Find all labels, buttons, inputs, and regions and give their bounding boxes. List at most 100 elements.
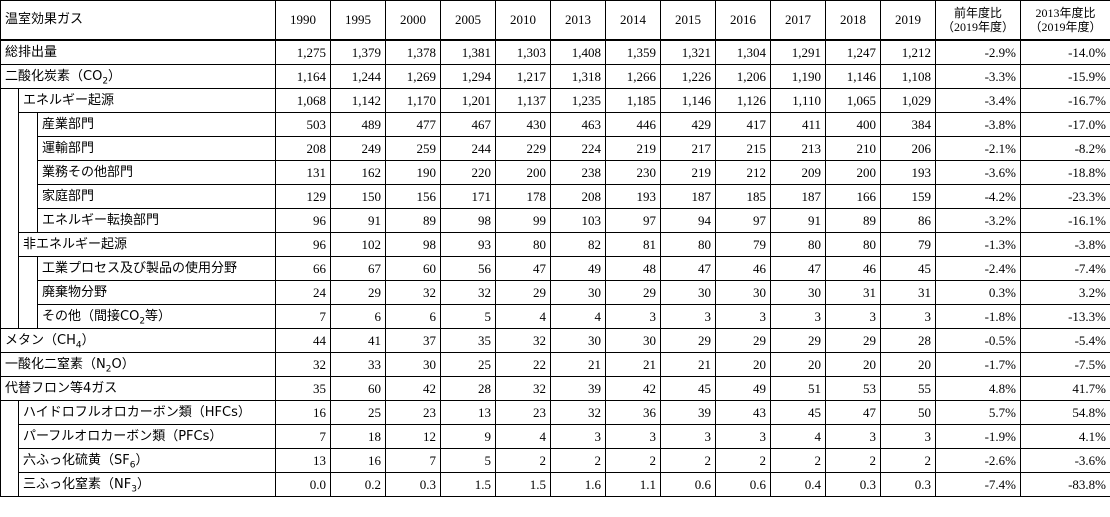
value-cell: 190 — [385, 160, 442, 185]
ratio-prev-cell: -2.9% — [935, 39, 1022, 65]
value-cell: 43 — [715, 400, 772, 425]
value-cell: 12 — [385, 424, 442, 449]
value-cell: 31 — [880, 280, 937, 305]
value-cell: 166 — [825, 184, 882, 209]
value-cell: 1,068 — [275, 88, 332, 113]
value-cell: 37 — [385, 328, 442, 353]
ratio-prev-cell: -1.3% — [935, 232, 1022, 257]
value-cell: 215 — [715, 136, 772, 161]
value-cell: 66 — [275, 256, 332, 281]
value-cell: 30 — [385, 352, 442, 377]
table-row: 運輸部門 208 249 259 244 229 224 219 217 215 213 210 206… — [0, 136, 1110, 161]
value-cell: 79 — [715, 232, 772, 257]
value-cell: 35 — [275, 376, 332, 401]
value-cell: 81 — [605, 232, 662, 257]
row-label: パーフルオロカーボン類（PFCs） — [17, 424, 277, 449]
row-label: 三ふっ化窒素（NF3） — [17, 472, 277, 497]
ratio-2013-header: 2013年度比 （2019年度） — [1020, 0, 1110, 41]
value-cell: 60 — [385, 256, 442, 281]
header-label: 温室効果ガス — [0, 0, 277, 41]
row-label: 工業プロセス及び製品の使用分野 — [36, 256, 277, 281]
value-cell: 32 — [550, 400, 607, 425]
value-cell: 3 — [715, 424, 772, 449]
value-cell: 2 — [825, 448, 882, 473]
value-cell: 1,247 — [825, 39, 882, 65]
value-cell: 24 — [275, 280, 332, 305]
value-cell: 30 — [605, 328, 662, 353]
row-label-text: O） — [111, 356, 135, 372]
value-cell: 46 — [825, 256, 882, 281]
table-row: ハイドロフルオロカーボン類（HFCs） 16 25 23 13 23 32 36 39 43 45 4… — [0, 400, 1110, 425]
indent-cell — [0, 184, 19, 209]
value-cell: 32 — [275, 352, 332, 377]
indent-cell — [0, 304, 19, 329]
row-label: 二酸化炭素（CO2） — [0, 64, 277, 89]
value-cell: 489 — [330, 112, 387, 137]
row-label-subscript: 4 — [75, 340, 82, 351]
value-cell: 244 — [440, 136, 497, 161]
value-cell: 35 — [440, 328, 497, 353]
value-cell: 30 — [715, 280, 772, 305]
table-row: 非エネルギー起源 96 102 98 93 80 82 81 80 79 80 80 79 -1.3% -3… — [0, 232, 1110, 257]
ratio-2013-cell: -18.8% — [1020, 160, 1110, 185]
value-cell: 229 — [495, 136, 552, 161]
ratio-prev-cell: -2.6% — [935, 448, 1022, 473]
table-row: パーフルオロカーボン類（PFCs） 7 18 12 9 4 3 3 3 3 4 3 3 -1.9% 4.1% — [0, 424, 1110, 449]
row-label-text: その他（間接CO — [42, 308, 140, 324]
value-cell: 220 — [440, 160, 497, 185]
value-cell: 3 — [550, 424, 607, 449]
value-cell: 97 — [605, 208, 662, 233]
indent-cell — [0, 88, 19, 113]
value-cell: 29 — [605, 280, 662, 305]
value-cell: 28 — [440, 376, 497, 401]
value-cell: 2 — [770, 448, 827, 473]
row-label: エネルギー転換部門 — [36, 208, 277, 233]
row-label-text: 三ふっ化窒素（NF — [23, 476, 132, 492]
ratio-prev-cell: -3.6% — [935, 160, 1022, 185]
value-cell: 238 — [550, 160, 607, 185]
value-cell: 1,190 — [770, 64, 827, 89]
value-cell: 1,291 — [770, 39, 827, 65]
value-cell: 1,137 — [495, 88, 552, 113]
value-cell: 0.0 — [275, 472, 332, 497]
value-cell: 150 — [330, 184, 387, 209]
value-cell: 1,206 — [715, 64, 772, 89]
value-cell: 400 — [825, 112, 882, 137]
value-cell: 42 — [605, 376, 662, 401]
row-label-subscript: 2 — [139, 316, 146, 327]
value-cell: 1,065 — [825, 88, 882, 113]
ratio-2013-cell: -15.9% — [1020, 64, 1110, 89]
value-cell: 18 — [330, 424, 387, 449]
value-cell: 219 — [660, 160, 717, 185]
value-cell: 51 — [770, 376, 827, 401]
value-cell: 3 — [715, 304, 772, 329]
indent-cell — [0, 160, 19, 185]
value-cell: 25 — [330, 400, 387, 425]
value-cell: 3 — [605, 424, 662, 449]
value-cell: 44 — [275, 328, 332, 353]
value-cell: 20 — [825, 352, 882, 377]
value-cell: 32 — [440, 280, 497, 305]
value-cell: 45 — [770, 400, 827, 425]
ratio-prev-cell: -3.4% — [935, 88, 1022, 113]
value-cell: 50 — [880, 400, 937, 425]
row-label-text: 一酸化二窒素（N — [5, 356, 106, 372]
table-row: 産業部門 503 489 477 467 430 463 446 429 417 411 400 384… — [0, 112, 1110, 137]
year-header: 2000 — [385, 0, 442, 41]
year-header: 2005 — [440, 0, 497, 41]
value-cell: 230 — [605, 160, 662, 185]
value-cell: 1,275 — [275, 39, 332, 65]
year-header: 2013 — [550, 0, 607, 41]
table-row: 六ふっ化硫黄（SF6） 13 16 7 5 2 2 2 2 2 2 2 2 -2.6% -3.6% — [0, 448, 1110, 473]
ratio-2013-cell: -8.2% — [1020, 136, 1110, 161]
value-cell: 5 — [440, 304, 497, 329]
value-cell: 1,321 — [660, 39, 717, 65]
ratio-2013-cell: -13.3% — [1020, 304, 1110, 329]
indent-cell — [0, 208, 19, 233]
value-cell: 187 — [660, 184, 717, 209]
value-cell: 2 — [880, 448, 937, 473]
ratio-2013-cell: -23.3% — [1020, 184, 1110, 209]
value-cell: 3 — [825, 424, 882, 449]
value-cell: 16 — [330, 448, 387, 473]
year-header: 2019 — [880, 0, 937, 41]
